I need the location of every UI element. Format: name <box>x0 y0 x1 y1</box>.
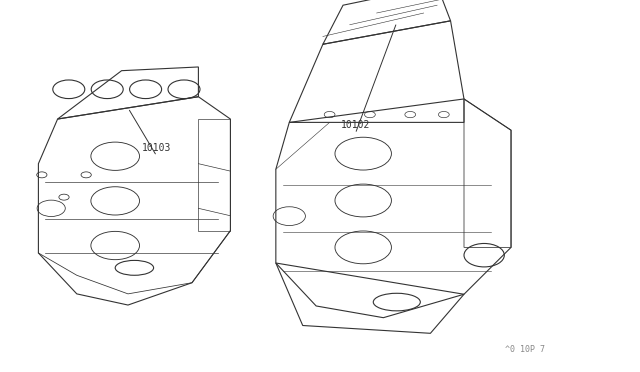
Text: 10102: 10102 <box>340 120 370 130</box>
Text: 10103: 10103 <box>142 142 172 153</box>
Text: ^0 10P 7: ^0 10P 7 <box>505 344 545 353</box>
